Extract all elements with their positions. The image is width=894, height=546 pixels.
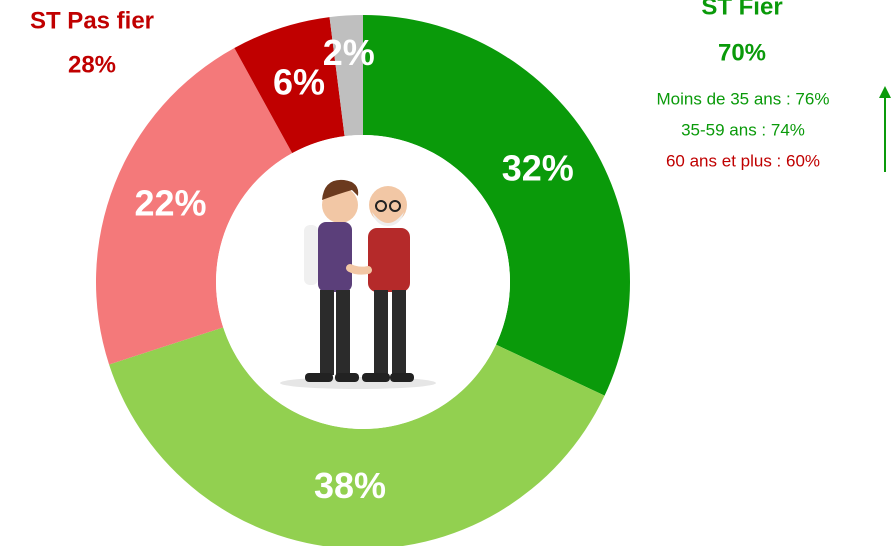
annotation-title: ST Pas fier [30,7,154,34]
annotation-value: 70% [718,39,766,66]
annotation-detail: 60 ans et plus : 60% [666,151,820,170]
segment-label: 6% [273,62,325,103]
segment-label: 32% [502,148,574,189]
annotation-detail: 35-59 ans : 74% [681,120,805,139]
chart: 32% 38% 22% 6%2% ST Pas fier 28% ST Fier 70… [0,0,894,546]
segment-label: 2% [323,32,375,73]
trend-arrow [879,86,891,172]
annotation-title: ST Fier [701,0,782,20]
annotation-value: 28% [68,51,116,78]
annotation-detail: Moins de 35 ans : 76% [657,89,830,108]
segment-label: 22% [135,182,207,223]
segment-label: 38% [314,465,386,506]
